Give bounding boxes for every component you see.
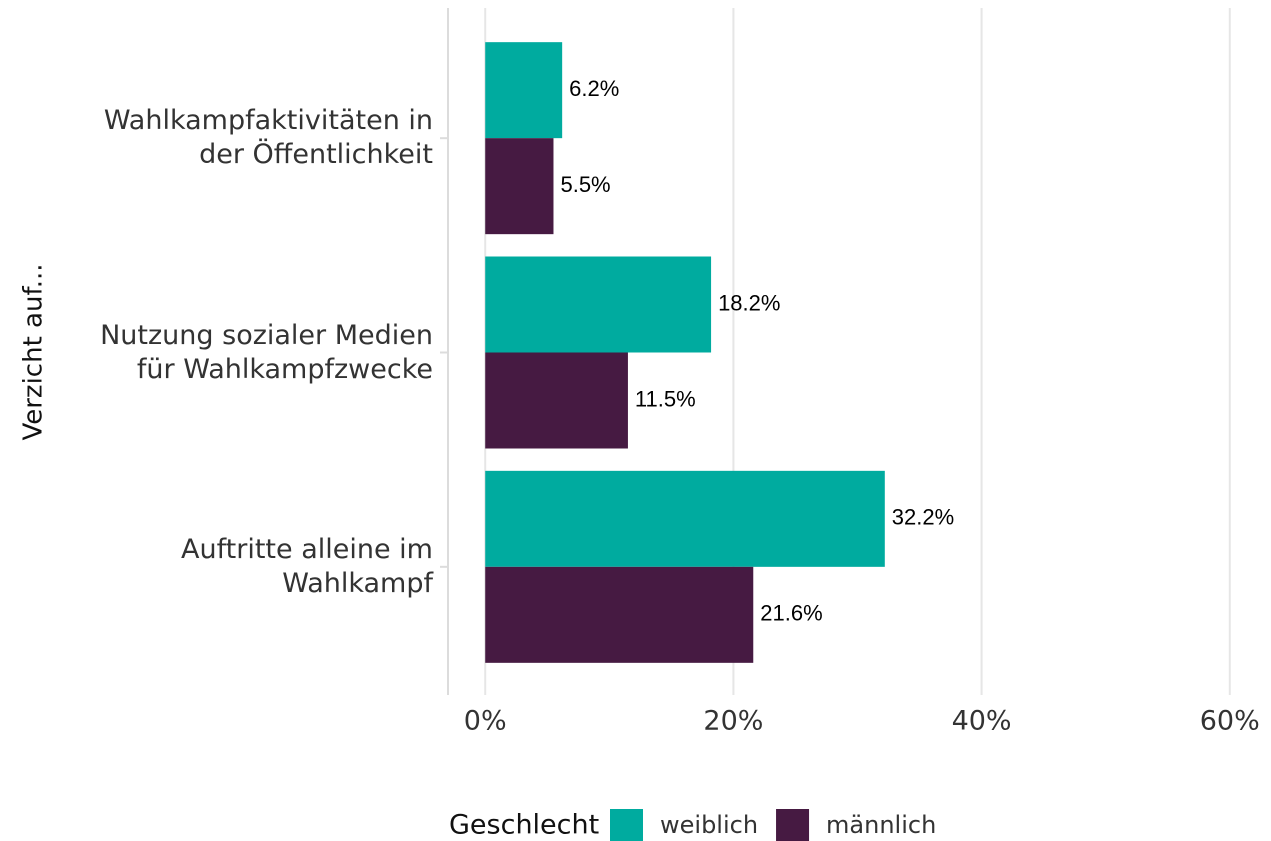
x-tick-label: 0% xyxy=(464,706,507,737)
legend-title: Geschlecht xyxy=(449,810,599,841)
value-label: 32.2% xyxy=(892,505,954,530)
legend-swatch xyxy=(776,809,810,841)
bar xyxy=(485,256,712,353)
y-tick-label: Auftritte alleine im Wahlkampf xyxy=(181,533,433,599)
bar xyxy=(485,470,885,567)
x-tick-label: 40% xyxy=(952,706,1012,737)
value-label: 6.2% xyxy=(569,76,619,101)
value-label: 18.2% xyxy=(718,290,780,315)
bar xyxy=(485,566,754,663)
legend-label: männlich xyxy=(826,811,936,839)
x-tick-label: 60% xyxy=(1200,706,1260,737)
bar xyxy=(485,352,628,449)
bar xyxy=(485,42,563,139)
value-label: 21.6% xyxy=(760,601,822,626)
y-tick-label: Wahlkampfaktivitäten in der Öffentlichke… xyxy=(103,105,433,171)
legend-swatch xyxy=(610,809,643,841)
y-axis-title: Verzicht auf... xyxy=(19,263,49,440)
value-label: 5.5% xyxy=(560,172,610,197)
value-label: 11.5% xyxy=(635,386,696,411)
bar xyxy=(485,138,554,235)
y-tick-label: Nutzung sozialer Medien für Wahlkampfzwe… xyxy=(100,319,433,385)
legend-label: weiblich xyxy=(660,811,758,839)
x-tick-label: 20% xyxy=(703,706,763,737)
